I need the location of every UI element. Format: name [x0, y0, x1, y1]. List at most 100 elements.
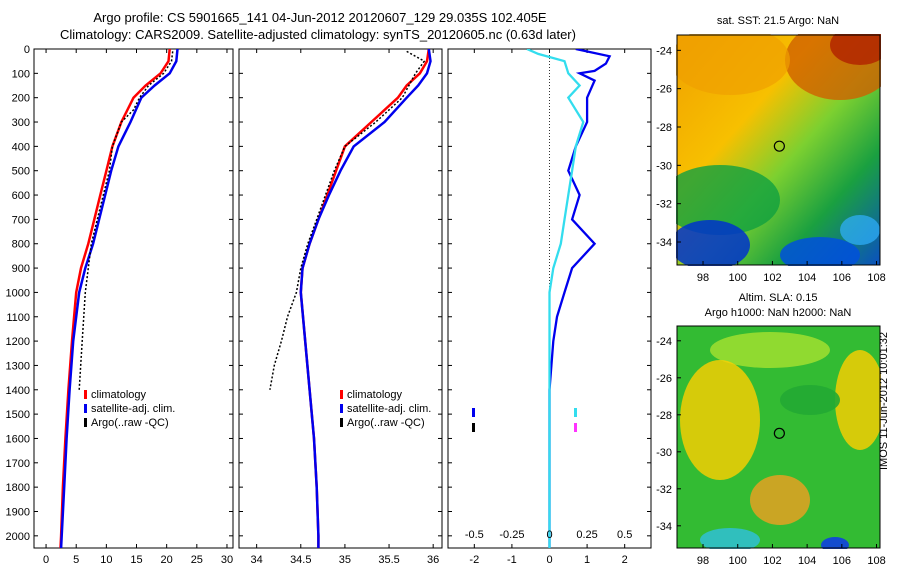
legend-entry: climatology [91, 389, 147, 401]
sst-map-ticks: 98 100 102 104 106 108 -24 -26 -28 -30 -32 -34 [656, 45, 886, 284]
x-tick-label: 2 [622, 554, 628, 566]
legend-entry: satellite-adj. clim. [91, 403, 175, 415]
sla-yellow-patch-west [680, 360, 760, 480]
y-tick-label: 1600 [6, 433, 30, 445]
y-tick-label: 800 [12, 239, 30, 251]
y-tick-label: 100 [12, 68, 30, 80]
map-x-tick-label: 102 [763, 272, 781, 284]
x-tick-label: -1 [507, 554, 517, 566]
legend-swatch [340, 418, 343, 427]
map-y-tick-label: -26 [656, 373, 672, 385]
legend-swatch [84, 418, 87, 427]
x-tick-label: 35.5 [378, 554, 399, 566]
y-tick-label: 1700 [6, 458, 30, 470]
sst-map-title: sat. SST: 21.5 Argo: NaN [717, 15, 839, 27]
x-tick-label: 1 [584, 554, 590, 566]
legend-entry: climatology [347, 389, 403, 401]
legend-swatch [472, 423, 475, 432]
sla-yellow-patch-east [835, 350, 881, 450]
series-line-argo [269, 50, 426, 390]
x-tick-label: 20 [161, 554, 173, 566]
legend-swatch [340, 390, 343, 399]
y-tick-label: 1300 [6, 360, 30, 372]
x-tick-label: 0 [546, 554, 552, 566]
map-x-tick-label: 108 [867, 272, 885, 284]
x2-tick-label: -0.25 [499, 529, 524, 541]
sla-map-title-line-2: Argo h1000: NaN h2000: NaN [705, 307, 852, 319]
map-y-tick-label: -28 [656, 410, 672, 422]
map-x-tick-label: 100 [729, 272, 747, 284]
y-tick-label: 600 [12, 190, 30, 202]
sst-orange-patch [676, 34, 790, 95]
map-y-tick-label: -28 [656, 122, 672, 134]
difference-panel: -2 -1 0 1 2 -0.5 -0.25 0 0.25 0.5 [447, 48, 652, 566]
series-line-satellite-adj [299, 49, 432, 548]
legend-swatch [84, 390, 87, 399]
y-tick-label: 700 [12, 214, 30, 226]
sla-map: Altim. SLA: 0.15 Argo h1000: NaN h2000: … [656, 292, 886, 567]
sla-lightgreen-patch [710, 332, 830, 368]
map-x-tick-label: 100 [729, 555, 747, 567]
y-tick-label: 400 [12, 141, 30, 153]
sst-green-patch [676, 165, 780, 235]
y-tick-label: 0 [24, 44, 30, 56]
y-tick-label: 1800 [6, 482, 30, 494]
y-tick-label: 1400 [6, 385, 30, 397]
y-tick-label: 1100 [6, 312, 30, 324]
legend-swatch [340, 404, 343, 413]
map-x-tick-label: 108 [867, 555, 885, 567]
sst-cold-patch-west [676, 220, 750, 266]
x2-tick-label: 0.5 [617, 529, 632, 541]
y-tick-label: 1000 [6, 287, 30, 299]
x-tick-label: 34.5 [290, 554, 311, 566]
x-tick-label: 15 [130, 554, 142, 566]
temperature-panel: 0 5 10 15 20 25 300100200300400500600700800900… [6, 44, 234, 566]
y-tick-label: 500 [12, 166, 30, 178]
series-layer [59, 49, 179, 548]
map-x-tick-label: 98 [697, 272, 709, 284]
legend-swatch [472, 408, 475, 417]
y-tick-label: 1900 [6, 506, 30, 518]
map-x-tick-label: 104 [798, 272, 816, 284]
y-tick-label: 200 [12, 93, 30, 105]
map-x-tick-label: 102 [763, 555, 781, 567]
legend-swatch [574, 408, 577, 417]
x-tick-label: 35 [339, 554, 351, 566]
sst-map: sat. SST: 21.5 Argo: NaN 98 100 102 104 106 1… [656, 15, 886, 284]
panel-frame [33, 48, 234, 549]
x2-tick-label: -0.5 [465, 529, 484, 541]
x-tick-label: 30 [221, 554, 233, 566]
legend-swatch [84, 404, 87, 413]
sst-hot-patch [830, 34, 881, 65]
x-tick-label: 25 [191, 554, 203, 566]
sla-blue-patch [821, 537, 849, 549]
y-tick-label: 1500 [6, 409, 30, 421]
sla-cyan-patch [700, 528, 760, 549]
map-x-tick-label: 98 [697, 555, 709, 567]
x-tick-label: 0 [43, 554, 49, 566]
panel-frame [238, 48, 443, 549]
imos-credit: IMOS 11-Jun-2012 10:01:32 [878, 332, 890, 470]
map-y-tick-label: -30 [656, 160, 672, 172]
legend-entry: Argo(..raw -QC) [91, 417, 169, 429]
series-layer [269, 49, 432, 548]
series-layer [526, 49, 612, 548]
figure-title-line-2: Climatology: CARS2009. Satellite-adjuste… [60, 27, 576, 42]
sla-map-ticks: 98 100 102 104 106 108 -24 -26 -28 -30 -32 -34 [656, 336, 886, 567]
series-line-argo [78, 51, 174, 390]
salinity-diff-line [526, 49, 585, 548]
salinity-panel: 34 34.5 35 35.5 36 climatology satellite-adj. … [238, 48, 443, 566]
sla-map-title-line-1: Altim. SLA: 0.15 [739, 292, 818, 304]
legend-swatch [574, 423, 577, 432]
sst-cold-patch-east [780, 237, 860, 266]
x-tick-label: 5 [73, 554, 79, 566]
map-y-tick-label: -32 [656, 484, 672, 496]
x-tick-label: 10 [100, 554, 112, 566]
map-x-tick-label: 106 [833, 272, 851, 284]
argo-position-marker-sla [773, 427, 785, 439]
x2-tick-label: 0.25 [576, 529, 597, 541]
map-y-tick-label: -26 [656, 84, 672, 96]
figure-title-line-1: Argo profile: CS 5901665_141 04-Jun-2012… [93, 10, 547, 25]
sst-cyan-patch [840, 215, 880, 245]
